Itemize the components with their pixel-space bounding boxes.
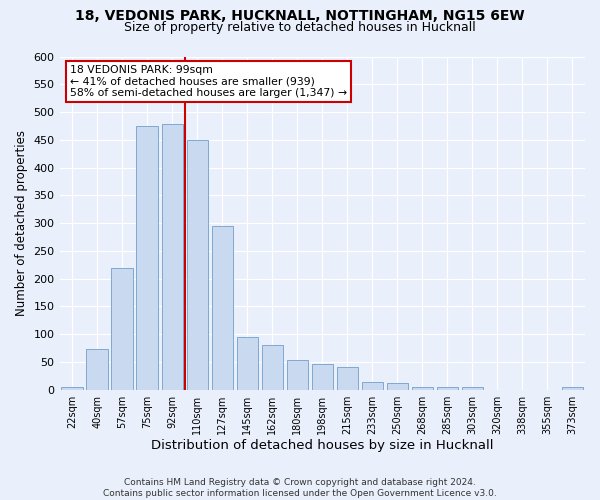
Bar (136, 126, 158, 390)
Bar (86, 349, 108, 390)
Text: Contains HM Land Registry data © Crown copyright and database right 2024.
Contai: Contains HM Land Registry data © Crown c… (103, 478, 497, 498)
Text: 18, VEDONIS PARK, HUCKNALL, NOTTINGHAM, NG15 6EW: 18, VEDONIS PARK, HUCKNALL, NOTTINGHAM, … (75, 9, 525, 23)
Bar (412, 387, 433, 390)
Bar (562, 387, 583, 390)
Bar (112, 268, 133, 390)
Bar (161, 124, 183, 390)
Bar (462, 387, 483, 390)
Text: Size of property relative to detached houses in Hucknall: Size of property relative to detached ho… (124, 21, 476, 34)
Bar (236, 337, 258, 390)
Bar (187, 140, 208, 390)
Y-axis label: Number of detached properties: Number of detached properties (15, 130, 28, 316)
Bar (212, 226, 233, 390)
Bar (61, 387, 83, 390)
Bar (362, 382, 383, 390)
Bar (437, 387, 458, 390)
Bar (387, 383, 408, 390)
Text: 18 VEDONIS PARK: 99sqm
← 41% of detached houses are smaller (939)
58% of semi-de: 18 VEDONIS PARK: 99sqm ← 41% of detached… (70, 65, 347, 98)
Bar (311, 364, 333, 390)
Bar (287, 360, 308, 390)
X-axis label: Distribution of detached houses by size in Hucknall: Distribution of detached houses by size … (151, 440, 494, 452)
Bar (262, 346, 283, 390)
Bar (337, 368, 358, 390)
